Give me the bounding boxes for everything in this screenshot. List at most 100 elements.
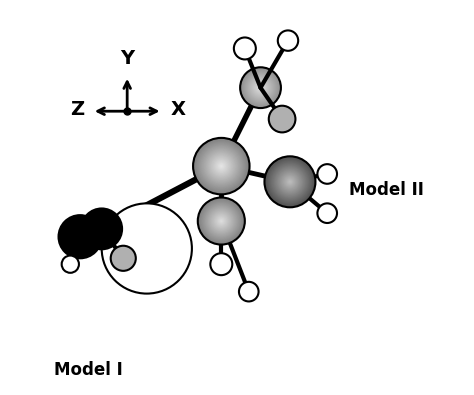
Circle shape <box>193 138 249 194</box>
Circle shape <box>111 246 136 271</box>
Circle shape <box>217 217 226 225</box>
Circle shape <box>220 166 222 167</box>
Circle shape <box>197 141 246 191</box>
Circle shape <box>279 170 301 193</box>
Circle shape <box>209 153 234 179</box>
Circle shape <box>281 173 299 191</box>
Circle shape <box>210 253 232 275</box>
Circle shape <box>203 148 240 184</box>
Circle shape <box>214 214 228 228</box>
Circle shape <box>266 158 314 206</box>
Circle shape <box>199 143 244 189</box>
Circle shape <box>277 169 303 195</box>
Circle shape <box>287 179 293 185</box>
Circle shape <box>214 159 228 173</box>
Circle shape <box>207 207 236 235</box>
Circle shape <box>202 201 241 241</box>
Circle shape <box>207 206 236 236</box>
Circle shape <box>249 77 272 99</box>
Circle shape <box>249 76 272 100</box>
Circle shape <box>241 68 280 107</box>
Circle shape <box>58 215 102 258</box>
Circle shape <box>318 203 337 223</box>
Circle shape <box>220 165 223 167</box>
Circle shape <box>242 69 279 107</box>
Circle shape <box>195 140 247 192</box>
Circle shape <box>256 84 264 92</box>
Circle shape <box>221 220 222 222</box>
Circle shape <box>255 82 266 93</box>
Circle shape <box>194 139 248 193</box>
Circle shape <box>62 256 79 273</box>
Circle shape <box>248 75 273 100</box>
Circle shape <box>212 157 230 175</box>
Circle shape <box>259 87 262 89</box>
Circle shape <box>207 152 236 180</box>
Circle shape <box>264 156 315 207</box>
Circle shape <box>252 79 269 96</box>
Circle shape <box>274 167 305 197</box>
Circle shape <box>274 166 306 198</box>
Circle shape <box>248 75 273 100</box>
Circle shape <box>205 205 237 237</box>
Circle shape <box>208 207 235 235</box>
Circle shape <box>278 170 302 194</box>
Circle shape <box>280 171 300 192</box>
Circle shape <box>204 149 238 183</box>
Circle shape <box>206 150 237 182</box>
Circle shape <box>211 211 231 231</box>
Circle shape <box>81 209 122 249</box>
Circle shape <box>255 81 267 94</box>
Circle shape <box>216 160 227 172</box>
Circle shape <box>194 139 249 194</box>
Circle shape <box>318 164 337 184</box>
Circle shape <box>247 74 274 101</box>
Circle shape <box>250 77 271 98</box>
Circle shape <box>210 155 233 177</box>
Text: Model II: Model II <box>348 181 423 199</box>
Circle shape <box>200 200 243 242</box>
Circle shape <box>283 175 297 189</box>
Circle shape <box>214 213 229 229</box>
Circle shape <box>244 71 277 104</box>
Circle shape <box>242 69 279 106</box>
Circle shape <box>253 80 268 95</box>
Circle shape <box>285 177 294 186</box>
Circle shape <box>246 73 275 102</box>
Circle shape <box>215 215 227 227</box>
Circle shape <box>269 161 311 203</box>
Circle shape <box>200 145 243 187</box>
Circle shape <box>243 70 278 105</box>
Circle shape <box>199 199 244 243</box>
Circle shape <box>211 156 231 176</box>
Circle shape <box>244 71 277 105</box>
Circle shape <box>210 210 232 232</box>
Circle shape <box>270 162 310 202</box>
Circle shape <box>255 83 265 93</box>
Circle shape <box>202 202 240 240</box>
Circle shape <box>245 72 276 103</box>
Circle shape <box>266 158 313 205</box>
Circle shape <box>250 77 271 98</box>
Circle shape <box>198 198 244 244</box>
Circle shape <box>246 73 275 102</box>
Circle shape <box>257 84 264 91</box>
Circle shape <box>267 159 313 205</box>
Circle shape <box>240 67 281 108</box>
Circle shape <box>268 160 312 204</box>
Circle shape <box>268 160 311 203</box>
Circle shape <box>285 177 295 187</box>
Circle shape <box>219 219 224 224</box>
Circle shape <box>102 203 192 293</box>
Circle shape <box>275 167 305 196</box>
Circle shape <box>265 157 315 207</box>
Circle shape <box>214 158 229 174</box>
Circle shape <box>273 165 307 198</box>
Circle shape <box>252 79 269 96</box>
Circle shape <box>200 144 243 188</box>
Circle shape <box>212 212 231 230</box>
Circle shape <box>283 175 296 188</box>
Circle shape <box>210 154 233 178</box>
Circle shape <box>207 151 236 181</box>
Circle shape <box>258 86 263 90</box>
